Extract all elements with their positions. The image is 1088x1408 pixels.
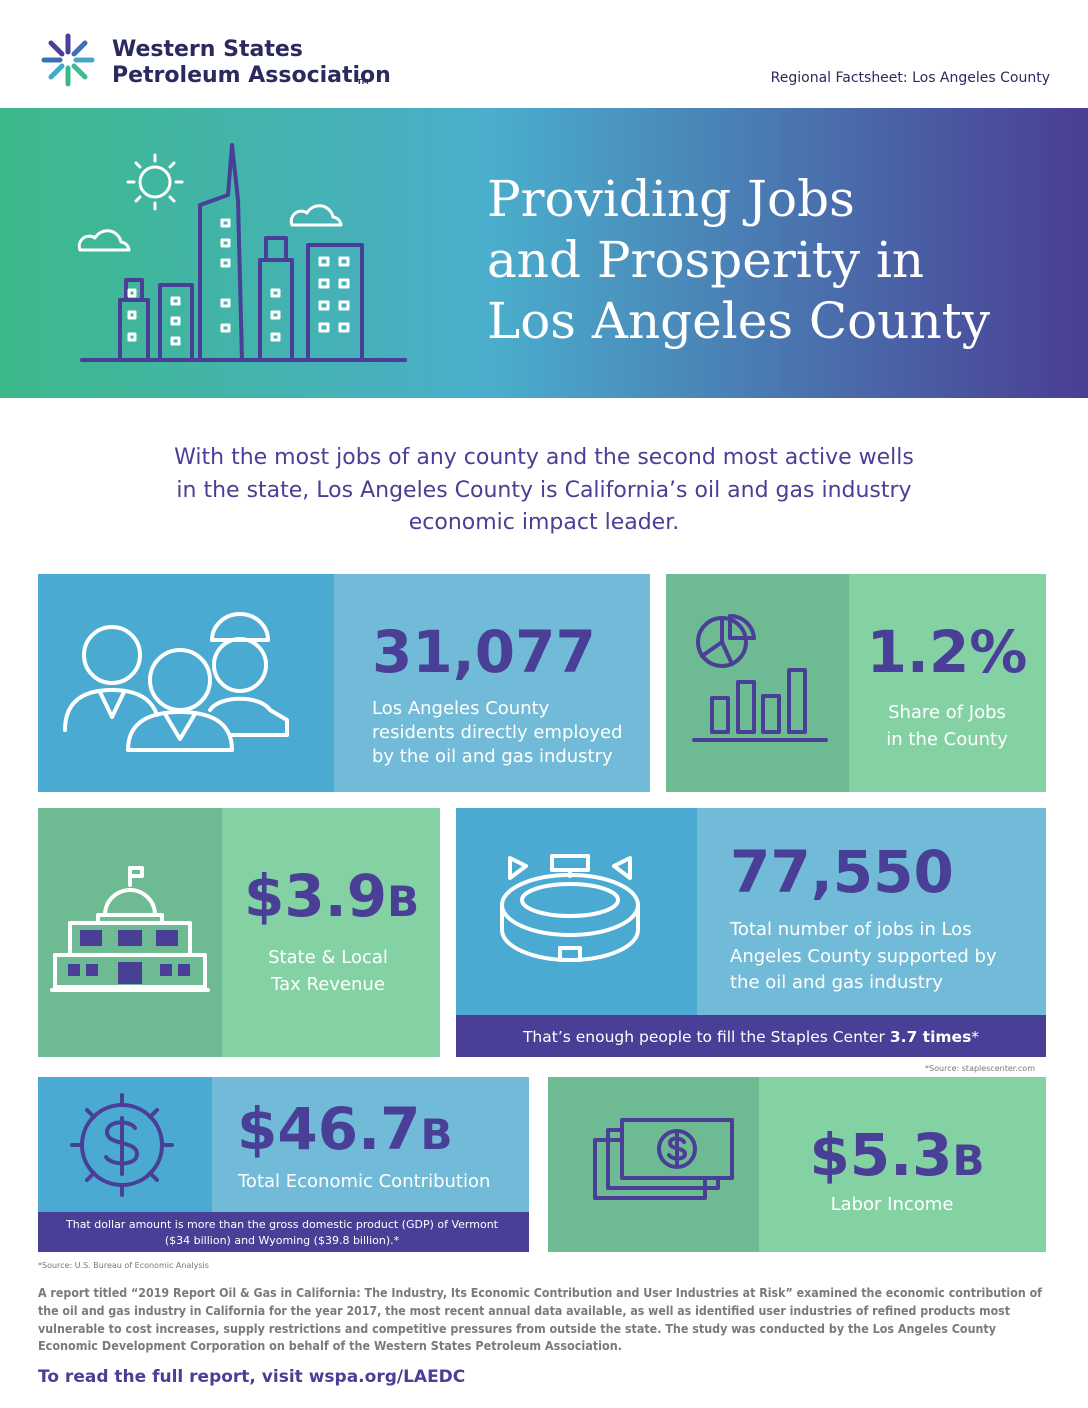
chart-icon — [692, 613, 828, 742]
city-illustration — [77, 143, 407, 362]
footer-text: the oil and gas industry in California f… — [38, 1304, 1010, 1318]
stat-label: Total Economic Contribution — [237, 1171, 490, 1192]
hero-title: Providing Jobs — [487, 170, 855, 228]
hero-band — [0, 108, 1088, 398]
stat-note: ($34 billion) and Wyoming ($39.8 billion… — [165, 1234, 400, 1247]
stat-label: the oil and gas industry — [730, 972, 943, 993]
stat-label: Angeles County supported by — [730, 946, 997, 967]
hero-title: Los Angeles County — [487, 292, 991, 350]
cta-text: To read the full report, visit — [38, 1367, 309, 1387]
intro-text: in the state, Los Angeles County is Cali… — [176, 478, 911, 503]
org-name: Western States — [112, 37, 303, 62]
stat-note: That dollar amount is more than the gros… — [65, 1218, 499, 1231]
capitol-icon — [50, 866, 210, 992]
note-marker: * — [971, 1028, 979, 1046]
intro-text: economic impact leader. — [409, 510, 679, 535]
footer-text: A report titled “2019 Report Oil & Gas i… — [38, 1286, 1043, 1300]
stat-label: Total number of jobs in Los — [729, 919, 972, 940]
value-number: $5.3 — [809, 1121, 952, 1189]
cta: To read the full report, visit wspa.org/… — [38, 1367, 465, 1387]
stat-value: 31,077 — [372, 618, 596, 686]
note-text: That’s enough people to fill the Staples… — [522, 1028, 890, 1046]
logo-mark — [41, 33, 95, 87]
stat-label: State & Local — [268, 947, 388, 968]
stat-label: residents directly employed — [372, 722, 623, 743]
cta-link[interactable]: wspa.org/LAEDC — [309, 1367, 466, 1387]
stat-value: 77,550 — [730, 838, 954, 906]
stat-label: Los Angeles County — [372, 698, 550, 719]
footer-text: vulnerable to cost increases, supply res… — [38, 1322, 996, 1336]
value-number: $46.7 — [237, 1095, 420, 1163]
intro-text: With the most jobs of any county and the… — [174, 445, 914, 470]
factsheet-label: Regional Factsheet: Los Angeles County — [771, 70, 1050, 86]
source-note: *Source: staplescenter.com — [925, 1064, 1035, 1073]
people-icon — [63, 612, 289, 752]
value-unit: B — [387, 877, 419, 926]
stat-note: That’s enough people to fill the Staples… — [522, 1028, 979, 1046]
stat-label: Tax Revenue — [270, 974, 385, 995]
org-name: Petroleum Association — [112, 63, 391, 88]
stat-value: 1.2% — [867, 618, 1028, 686]
hero-title: and Prosperity in — [487, 231, 924, 289]
stat-card: 1.2% Share of Jobs in the County — [666, 574, 1046, 792]
gear-icon — [70, 1093, 174, 1197]
stat-card: $5.3B Labor Income — [548, 1077, 1046, 1252]
stat-label: Share of Jobs — [888, 702, 1006, 723]
stat-card: 31,077 Los Angeles County residents dire… — [38, 574, 650, 792]
stat-card: $3.9B State & Local Tax Revenue — [38, 808, 440, 1057]
trademark: TM — [357, 78, 369, 86]
value-number: $3.9 — [244, 862, 387, 930]
stat-label: Labor Income — [831, 1194, 954, 1215]
stat-label: in the County — [886, 729, 1008, 750]
stat-card: $46.7B Total Economic Contribution That … — [38, 1077, 529, 1270]
stat-value: $46.7B — [237, 1095, 452, 1163]
source-note: *Source: U.S. Bureau of Economic Analysi… — [38, 1261, 209, 1270]
stat-value: $3.9B — [244, 862, 419, 930]
stat-label: by the oil and gas industry — [372, 746, 613, 767]
value-unit: B — [420, 1110, 452, 1159]
stadium-icon — [500, 854, 640, 962]
money-icon — [593, 1118, 734, 1200]
stat-value: $5.3B — [809, 1121, 984, 1189]
stat-card: 77,550 Total number of jobs in Los Angel… — [456, 808, 1046, 1073]
footer-text: Economic Development Corporation on beha… — [38, 1339, 622, 1353]
capitol-windows — [68, 930, 190, 984]
value-unit: B — [953, 1136, 985, 1185]
note-emphasis: 3.7 times — [890, 1028, 971, 1046]
